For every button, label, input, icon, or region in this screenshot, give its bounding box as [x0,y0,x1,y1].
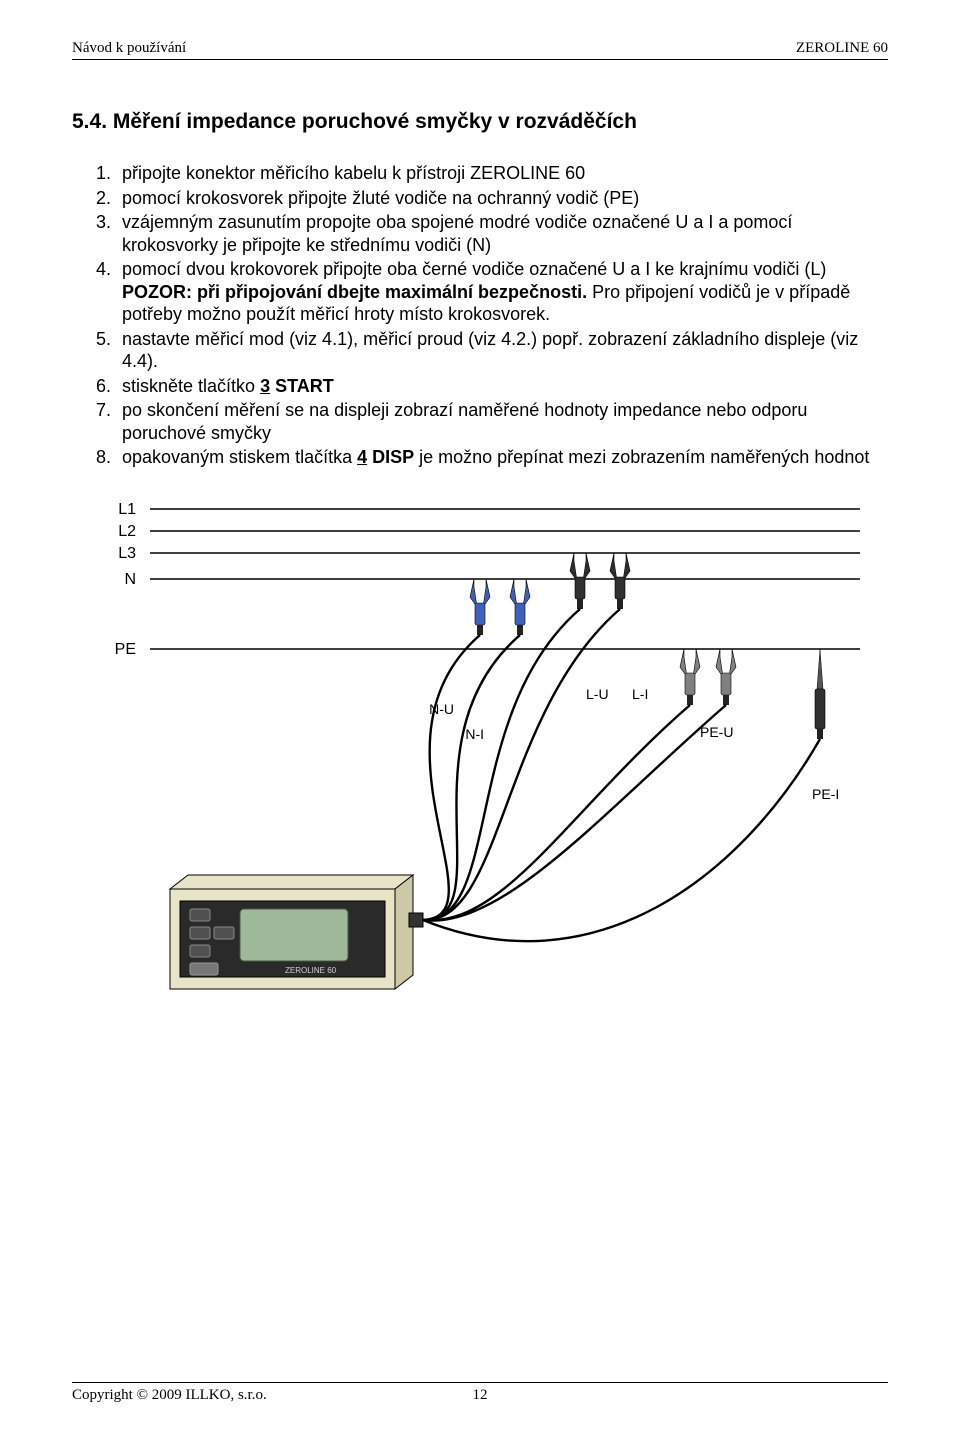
steps-list: připojte konektor měřicího kabelu k přís… [72,162,888,469]
step-1: připojte konektor měřicího kabelu k přís… [116,162,888,185]
header-right: ZEROLINE 60 [796,40,888,57]
svg-text:ZEROLINE 60: ZEROLINE 60 [285,966,337,975]
wiring-diagram: L1L2L3NPEN-UN-IL-UL-IPE-UPE-IZEROLINE 60 [80,489,880,1009]
svg-text:L2: L2 [118,523,136,540]
svg-text:PE-I: PE-I [812,786,839,802]
step-2: pomocí krokosvorek připojte žluté vodiče… [116,187,888,210]
step-5: nastavte měřicí mod (viz 4.1), měřicí pr… [116,328,888,373]
step-6: stiskněte tlačítko 3 START [116,375,888,398]
warning-text: POZOR: při připojování dbejte maximální … [122,282,587,302]
step-4: pomocí dvou krokovorek připojte oba čern… [116,258,888,326]
page-header: Návod k používání ZEROLINE 60 [72,40,888,60]
page-footer: Copyright © 2009 ILLKO, s.r.o. 12 [72,1382,888,1404]
header-left: Návod k používání [72,40,186,57]
step-3: vzájemným zasunutím propojte oba spojené… [116,211,888,256]
svg-text:L3: L3 [118,545,136,562]
step-8: opakovaným stiskem tlačítka 4 DISP je mo… [116,446,888,469]
step-7: po skončení měření se na displeji zobraz… [116,399,888,444]
svg-text:L-U: L-U [586,686,609,702]
page-number: 12 [473,1387,488,1404]
svg-text:N-I: N-I [465,726,484,742]
footer-left: Copyright © 2009 ILLKO, s.r.o. [72,1387,267,1404]
svg-text:L1: L1 [118,501,136,518]
section-title: 5.4. Měření impedance poruchové smyčky v… [72,110,888,134]
svg-text:L-I: L-I [632,686,648,702]
svg-text:PE: PE [115,641,136,658]
svg-text:PE-U: PE-U [700,724,733,740]
svg-text:N: N [124,571,136,588]
